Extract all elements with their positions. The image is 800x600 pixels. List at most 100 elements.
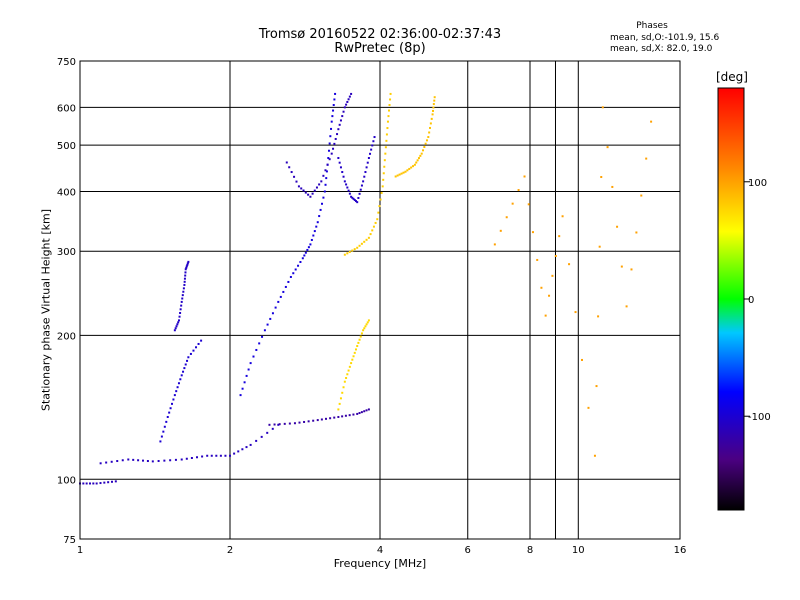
data-point (185, 265, 188, 268)
data-point (360, 242, 363, 245)
data-point (309, 195, 312, 198)
data-point (284, 285, 287, 288)
data-point (337, 415, 340, 418)
data-point (163, 425, 166, 428)
data-point (245, 446, 248, 449)
data-point (384, 152, 387, 155)
data-point (330, 120, 333, 123)
data-point (373, 136, 376, 139)
data-point (341, 115, 344, 118)
data-point (186, 262, 189, 265)
data-point (263, 329, 266, 332)
data-point (266, 323, 269, 326)
data-point (372, 140, 375, 143)
colorbar (717, 87, 745, 511)
data-point (293, 422, 296, 425)
y-tick-label: 600 (57, 103, 76, 114)
data-point (587, 406, 590, 409)
y-tick-label: 300 (57, 247, 76, 258)
data-point (312, 419, 315, 422)
data-point (581, 358, 584, 361)
data-point (346, 373, 349, 376)
data-point (402, 171, 405, 174)
y-tick-label: 750 (57, 57, 76, 68)
data-point (324, 169, 327, 172)
data-point (219, 454, 222, 457)
data-point (271, 312, 274, 315)
data-point (175, 325, 178, 328)
data-point (151, 460, 154, 463)
data-point (288, 422, 291, 425)
data-point (341, 391, 344, 394)
data-point (650, 120, 653, 123)
data-point (324, 417, 327, 420)
data-point (245, 374, 248, 377)
data-point (353, 198, 356, 201)
data-point (334, 92, 337, 95)
data-point (383, 165, 386, 168)
data-point (343, 380, 346, 383)
data-point (339, 166, 342, 169)
data-point (351, 249, 354, 252)
data-point (157, 460, 160, 463)
colorbar-tick-label: -100 (748, 412, 771, 423)
data-point (186, 359, 189, 362)
data-point (174, 458, 177, 461)
data-point (184, 268, 187, 271)
data-point (233, 452, 236, 455)
data-point (365, 409, 368, 412)
colorbar-unit: [deg] (716, 70, 748, 84)
data-point (595, 385, 598, 388)
data-point (180, 458, 183, 461)
data-point (363, 327, 366, 330)
data-point (146, 460, 149, 463)
colorbar-tick-label: 100 (748, 178, 767, 189)
data-point (593, 454, 596, 457)
data-point (620, 265, 623, 268)
data-point (363, 240, 366, 243)
data-point (351, 358, 354, 361)
data-point (347, 98, 350, 101)
data-point (345, 103, 348, 106)
data-point (381, 185, 384, 188)
colorbar-tick-label: 0 (748, 295, 754, 306)
data-point (185, 457, 188, 460)
data-point (540, 286, 543, 289)
plot-frame (79, 60, 681, 540)
data-point (293, 175, 296, 178)
data-point (346, 100, 349, 103)
data-point (187, 260, 190, 263)
data-point (82, 482, 85, 485)
data-point (429, 126, 432, 129)
data-point (190, 456, 193, 459)
data-point (348, 95, 351, 98)
data-point (423, 145, 426, 148)
data-point (278, 423, 281, 426)
data-point (266, 431, 269, 434)
data-point (92, 482, 95, 485)
data-point (336, 133, 339, 136)
data-point (173, 394, 176, 397)
data-point (342, 175, 345, 178)
data-point (382, 178, 385, 181)
data-point (427, 136, 430, 139)
data-point (363, 175, 366, 178)
data-point (127, 458, 130, 461)
data-point (348, 365, 351, 368)
data-point (184, 271, 187, 274)
data-point (85, 482, 88, 485)
data-point (177, 382, 180, 385)
data-point (306, 248, 309, 251)
data-point (274, 306, 277, 309)
data-point (408, 167, 411, 170)
data-point (255, 348, 258, 351)
data-point (350, 362, 353, 365)
data-point (339, 397, 342, 400)
data-point (419, 154, 422, 157)
data-point (344, 414, 347, 417)
data-point (432, 103, 435, 106)
data-point (334, 137, 337, 140)
data-point (105, 461, 108, 464)
data-point (356, 246, 359, 249)
data-point (187, 356, 190, 359)
